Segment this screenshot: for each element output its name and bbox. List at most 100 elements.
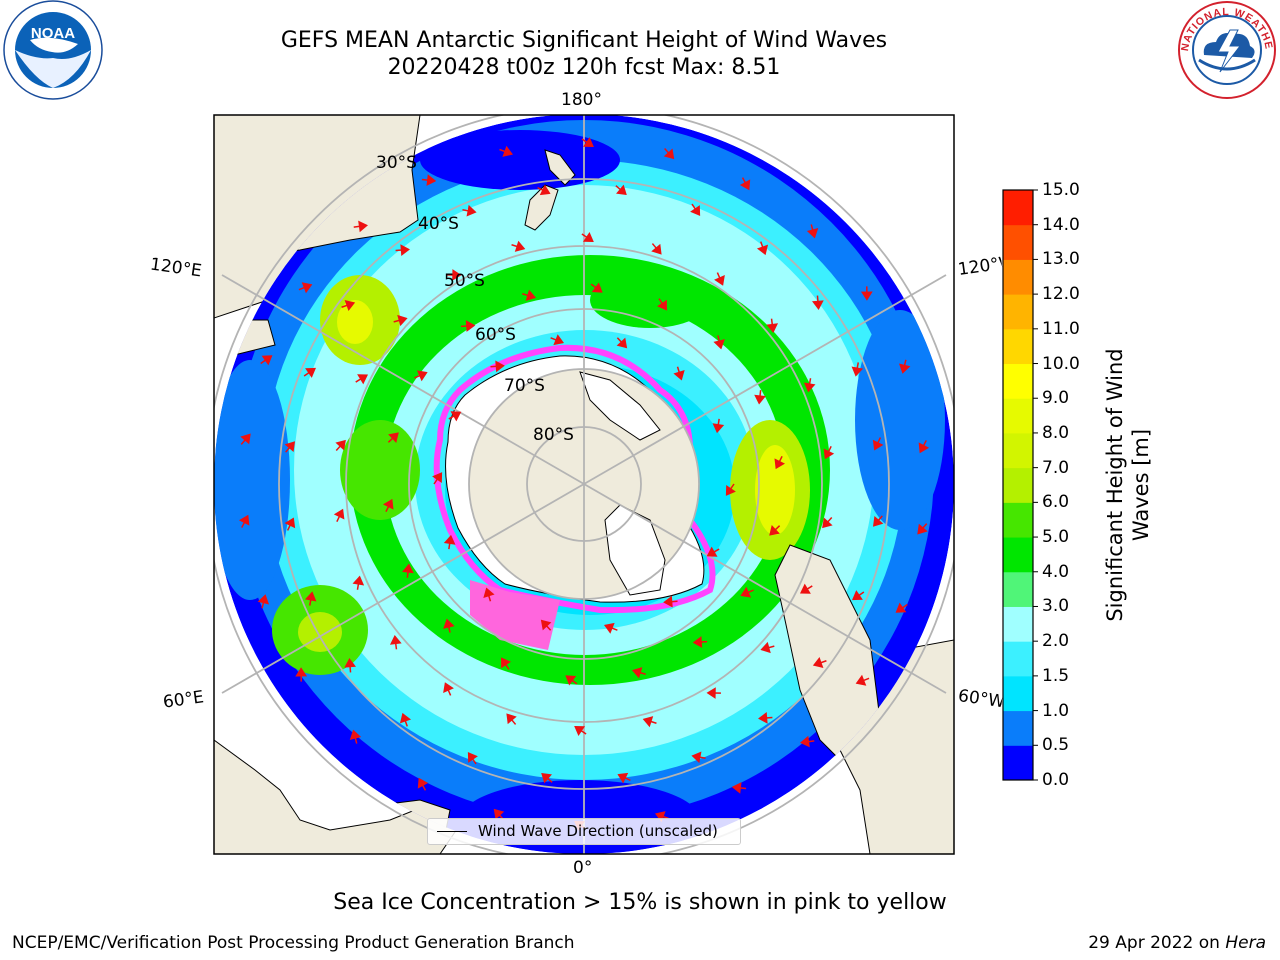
wave-arrow-head [335, 439, 346, 451]
date-text: 29 Apr 2022 on [1088, 933, 1226, 953]
wave-arrow-head [725, 485, 736, 496]
wave-arrow-head [540, 619, 552, 631]
wave-arrow-head [344, 299, 356, 312]
chart-subtitle: 20220428 t00z 120h fcst Max: 8.51 [387, 55, 781, 80]
lon-label-top: 180° [561, 90, 602, 110]
wave-arrow-head [284, 441, 296, 452]
colorbar [1002, 189, 1038, 781]
wave-arrow-head [895, 602, 907, 613]
colorbar-tick-label: 12.0 [1042, 284, 1080, 305]
colorbar-tick-label: 15.0 [1042, 180, 1080, 200]
wave-arrow-head [803, 382, 816, 393]
wave-arrow-head [663, 148, 675, 160]
wave-arrow-head [304, 591, 317, 602]
wave-arrow-head [238, 514, 250, 526]
wave-arrow-head [692, 636, 703, 648]
lon-label-bottom: 0° [573, 858, 593, 878]
wave-arrow-head [918, 442, 930, 454]
wave-arrow-head [855, 674, 867, 686]
wave-arrow-head [860, 291, 873, 301]
wave-arrow-head [443, 682, 454, 693]
lat-label-60s: 60°S [475, 325, 516, 345]
wave-arrow-head [760, 641, 771, 654]
wave-arrow-head [400, 244, 410, 256]
colorbar-label: Significant Height of Wind Waves [m] [1102, 335, 1154, 635]
colorbar-swatch [1003, 190, 1033, 226]
wave-arrow-head [766, 323, 779, 333]
colorbar-swatch [1003, 328, 1033, 365]
colorbar-swatch [1003, 259, 1033, 295]
wave-arrow-head [506, 713, 517, 725]
wave-arrow-head [495, 360, 505, 373]
wave-arrow-head [383, 498, 394, 510]
wave-arrow-head [483, 587, 495, 598]
colorbar-swatch [1003, 294, 1033, 330]
colorbar-tick-label: 4.0 [1042, 561, 1070, 582]
colorbar-swatch [1003, 675, 1033, 712]
wave-arrow-head [822, 517, 833, 529]
wave-arrow-head [852, 590, 863, 601]
wave-arrow-head [800, 583, 811, 594]
wave-arrow-head [574, 725, 586, 736]
wave-arrow-head [397, 314, 408, 327]
wave-arrow-head [466, 204, 477, 217]
map-frame [214, 115, 954, 854]
colorbar-tick-label: 7.0 [1042, 457, 1070, 478]
wave-arrow-head [691, 751, 702, 764]
wave-arrow-head [443, 534, 456, 545]
colorbar-label-text: Significant Height of Wind Waves [m] [1103, 348, 1153, 622]
colorbar-tick-label: 1.0 [1042, 700, 1070, 721]
wave-arrow-head [358, 220, 368, 233]
wave-arrow-head [432, 472, 443, 483]
wave-arrow-head [800, 735, 810, 748]
wave-arrow-head [295, 667, 308, 677]
chart-title: GEFS MEAN Antarctic Significant Height o… [280, 28, 888, 53]
wave-arrow-head [872, 516, 884, 527]
wave-arrow-head [416, 370, 428, 382]
wave-arrow-head [452, 269, 462, 281]
colorbar-tick-label: 9.0 [1042, 388, 1070, 409]
colorbar-tick-label: 13.0 [1042, 249, 1080, 270]
colorbar-swatch [1003, 224, 1033, 260]
lat-label-70s: 70°S [504, 376, 545, 396]
colorbar-swatch [1003, 571, 1033, 607]
colorbar-swatch [1003, 432, 1033, 469]
wave-arrow-head [399, 712, 412, 724]
wave-arrow-head [616, 184, 627, 196]
wave-arrow-head [450, 411, 462, 422]
colorbar-swatch [1003, 398, 1033, 434]
wave-arrow-head [812, 300, 824, 310]
wave-arrow-head [305, 367, 316, 378]
wave-arrow-head [467, 752, 478, 763]
wave-arrow-head [706, 546, 718, 557]
colorbar-tick-label: 6.0 [1042, 492, 1070, 513]
lat-label-80s: 80°S [533, 425, 574, 445]
sea-ice-note: Sea Ice Concentration > 15% is shown in … [333, 890, 947, 915]
wave-arrow-head [389, 635, 402, 645]
credit-line: NCEP/EMC/Verification Post Processing Pr… [12, 933, 575, 953]
wave-arrow-head [712, 423, 725, 434]
wave-arrow-head [565, 675, 577, 686]
colorbar-tick-label: 0.0 [1042, 770, 1070, 790]
wave-arrow-head [663, 595, 673, 608]
wave-arrow-head [525, 289, 537, 301]
noaa-logo-icon: NOAA [3, 0, 103, 100]
colorbar-swatch [1003, 606, 1033, 642]
wave-arrow-head [731, 782, 742, 794]
wave-arrow-head [655, 811, 666, 823]
wave-arrow-head [591, 282, 603, 293]
wave-arrow-head [714, 275, 725, 286]
wave-arrow-head [443, 618, 455, 629]
wave-arrow-head [806, 228, 819, 239]
wave-arrow-head [739, 179, 751, 191]
wave-arrow-head [617, 772, 629, 784]
legend-label: Wind Wave Direction (unscaled) [478, 822, 718, 840]
colorbar-tick-label: 8.0 [1042, 422, 1070, 443]
lat-label-50s: 50°S [444, 271, 485, 291]
lat-label-30s: 30°S [376, 153, 417, 173]
wave-arrow-head [917, 523, 928, 535]
colorbar-swatch [1003, 363, 1033, 399]
colorbar-tick-label: 1.5 [1042, 665, 1070, 686]
colorbar-swatch [1003, 537, 1033, 573]
